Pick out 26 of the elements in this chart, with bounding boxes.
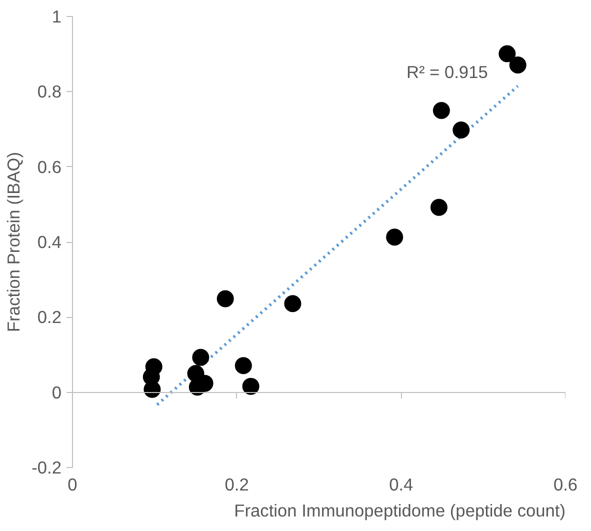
point	[386, 228, 404, 246]
x-tick-label: 0	[68, 474, 78, 494]
point	[192, 348, 210, 366]
y-tick-label: 1	[52, 6, 62, 26]
point	[430, 198, 448, 216]
point	[452, 122, 470, 138]
y-tick-label: 0.6	[37, 156, 62, 177]
y-tick-label: -0.2	[32, 458, 62, 478]
point	[242, 378, 260, 395]
point	[284, 295, 302, 312]
point	[144, 380, 161, 398]
point	[216, 290, 234, 308]
y-tick-label: 0.8	[37, 82, 62, 102]
y-tick-label: 0.2	[37, 307, 62, 328]
point	[432, 102, 450, 119]
point	[509, 56, 526, 74]
annotation: R² = 0.915	[406, 62, 488, 82]
y-tick-label: 0	[52, 382, 62, 402]
x-tick-label: 0.2	[224, 474, 249, 494]
x-tick-label: 0.6	[553, 474, 578, 494]
point	[498, 45, 516, 62]
y-tick-label: 0.4	[37, 232, 62, 252]
x-axis-title: Fraction Immunopeptidome (peptide count)	[234, 500, 566, 520]
y-axis-title: Fraction Protein (IBAQ)	[4, 152, 24, 332]
x-tick-label: 0.4	[389, 474, 414, 494]
point	[234, 357, 252, 374]
